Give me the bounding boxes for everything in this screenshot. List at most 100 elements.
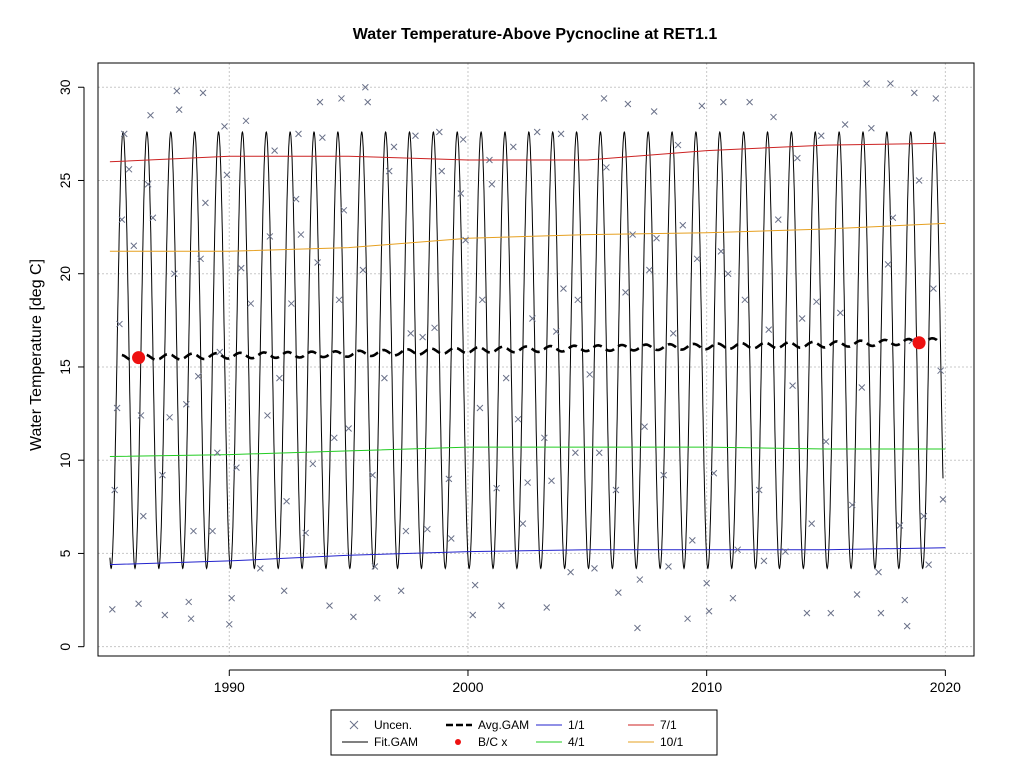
uncensored-point — [529, 315, 536, 322]
uncensored-point — [552, 328, 560, 335]
uncensored-point — [939, 496, 947, 503]
uncensored-point — [459, 136, 467, 143]
uncensored-point — [746, 98, 753, 106]
uncensored-point — [509, 143, 517, 151]
uncensored-point — [774, 216, 782, 223]
uncensored-point — [295, 130, 302, 138]
uncensored-point — [135, 600, 142, 608]
uncensored-point — [469, 611, 477, 619]
uncensored-point — [514, 415, 522, 423]
uncensored-point — [863, 80, 870, 87]
uncensored-point — [591, 565, 598, 572]
uncensored-point — [488, 180, 496, 188]
uncensored-point — [813, 298, 820, 306]
legend-label: Fit.GAM — [374, 735, 418, 749]
uncensored-point — [116, 320, 123, 328]
uncensored-point — [543, 604, 551, 611]
uncensored-point — [925, 561, 933, 568]
y-tick-label: 5 — [57, 549, 73, 557]
legend-label: B/C x — [478, 735, 507, 749]
uncensored-point — [373, 594, 381, 602]
uncensored-point — [822, 438, 830, 445]
uncensored-point — [256, 565, 264, 572]
x-tick-label: 1990 — [214, 679, 245, 695]
uncensored-point — [720, 98, 727, 106]
uncensored-point — [287, 300, 295, 307]
uncensored-point — [603, 164, 610, 171]
uncensored-point — [225, 620, 233, 628]
legend: Uncen. Fit.GAM Avg.GAM B/C x 1/1 4/1 7/1 10/1 — [330, 709, 718, 756]
uncensored-point — [471, 581, 479, 589]
y-axis-label: Water Temperature [deg C] — [28, 259, 45, 451]
uncensored-point — [266, 233, 274, 240]
uncensored-points — [108, 80, 947, 632]
uncensored-point — [435, 128, 443, 136]
uncensored-point — [264, 412, 271, 419]
x-tick-label: 2010 — [691, 679, 722, 695]
legend-symbol — [455, 739, 461, 745]
uncensored-point — [319, 134, 326, 141]
uncensored-point — [340, 206, 348, 214]
series-lines — [109, 130, 946, 570]
uncensored-point — [190, 527, 197, 535]
uncensored-point — [798, 315, 806, 322]
uncensored-point — [125, 165, 133, 173]
uncensored-point — [932, 95, 940, 102]
uncensored-point — [660, 471, 668, 479]
uncensored-point — [703, 579, 711, 587]
uncensored-point — [629, 231, 637, 238]
uncensored-point — [622, 289, 629, 296]
uncensored-point — [498, 602, 505, 610]
uncensored-point — [309, 460, 317, 468]
uncensored-point — [937, 367, 944, 375]
uncensored-point — [868, 124, 875, 132]
uncensored-point — [364, 98, 372, 106]
y-tick-label: 25 — [57, 172, 73, 188]
y-tick-label: 30 — [57, 79, 73, 95]
uncensored-point — [574, 296, 582, 304]
uncensored-point — [684, 615, 691, 623]
uncensored-point — [242, 117, 250, 125]
uncensored-point — [724, 270, 732, 278]
uncensored-point — [402, 527, 410, 535]
uncensored-point — [493, 484, 500, 492]
uncensored-point — [283, 497, 290, 505]
uncensored-point — [698, 102, 706, 110]
uncensored-point — [166, 413, 173, 421]
bc-point — [132, 351, 146, 365]
uncensored-point — [412, 132, 419, 140]
uncensored-point — [199, 89, 207, 97]
uncensored-point — [674, 141, 682, 149]
x-tick-label: 2000 — [452, 679, 483, 695]
uncensored-point — [144, 180, 152, 188]
uncensored-point — [237, 264, 245, 272]
uncensored-point — [247, 300, 255, 307]
uncensored-point — [462, 236, 469, 244]
uncensored-point — [338, 95, 345, 102]
uncensored-point — [502, 374, 510, 382]
uncensored-point — [359, 266, 367, 274]
series-line-10-1 — [109, 222, 946, 252]
uncensored-point — [612, 486, 620, 494]
uncensored-point — [803, 609, 811, 617]
uncensored-point — [147, 111, 154, 119]
uncensored-point — [930, 285, 937, 292]
uncensored-point — [369, 471, 376, 479]
uncensored-point — [557, 130, 565, 138]
uncensored-point — [915, 177, 923, 184]
uncensored-point — [350, 613, 357, 621]
chart-title: Water Temperature-Above Pycnocline at RE… — [353, 26, 718, 43]
uncensored-point — [782, 548, 789, 555]
uncensored-point — [624, 100, 632, 108]
uncensored-point — [111, 486, 119, 494]
uncensored-point — [137, 412, 145, 419]
uncensored-point — [476, 404, 484, 412]
uncensored-point — [182, 400, 190, 408]
uncensored-point — [634, 624, 641, 632]
uncensored-point — [228, 594, 236, 602]
uncensored-point — [524, 479, 531, 486]
uncensored-point — [705, 607, 713, 615]
uncensored-point — [572, 449, 579, 457]
uncensored-point — [438, 167, 446, 175]
uncensored-point — [841, 121, 849, 128]
